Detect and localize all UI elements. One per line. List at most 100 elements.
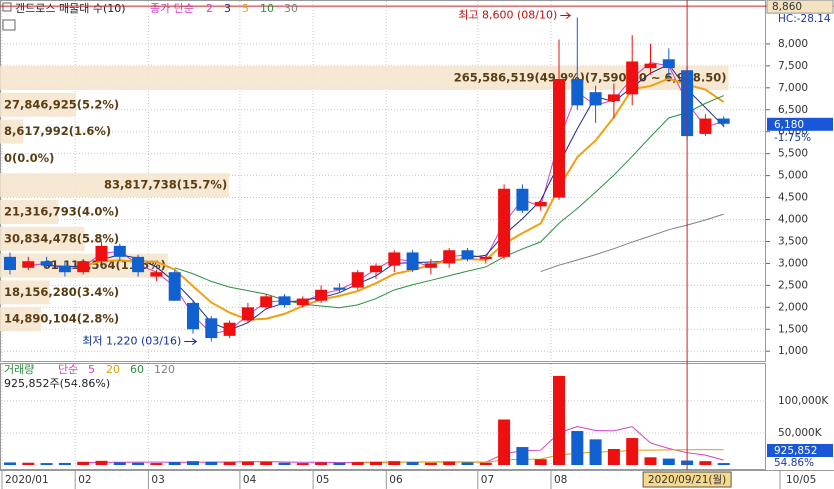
volume-bar (516, 447, 529, 465)
volume-ma-period: 120 (154, 363, 175, 376)
y-tick-label: 1,000 (778, 345, 808, 357)
candle-body (40, 261, 53, 266)
volume-bar (406, 462, 419, 465)
grid-icon[interactable] (2, 19, 16, 31)
candle-body (22, 261, 35, 268)
candle-body (223, 322, 236, 336)
candle-body (626, 61, 639, 95)
volume-bar (223, 462, 236, 465)
profile-band (0, 200, 59, 224)
x-tick-label: 07 (481, 474, 494, 486)
y-tick-label: 3,500 (778, 235, 808, 247)
candle-body (553, 79, 565, 198)
y-tick-label: 100,000K (778, 395, 829, 407)
volume-bar (22, 462, 35, 465)
label-box (767, 444, 833, 457)
profile-band (0, 280, 50, 305)
candle-body (443, 250, 456, 264)
volume-bar (534, 459, 547, 465)
volume-bar (132, 462, 145, 465)
volume-info: 925,852주(54.86%) (4, 377, 110, 390)
volume-bar (351, 462, 364, 465)
profile-band (0, 119, 24, 144)
profile-band (0, 66, 729, 90)
x-tick-label: 06 (389, 474, 403, 486)
profile-label: 14,890,104(2.8%) (4, 312, 119, 326)
volume-ma-label: 단순 (58, 363, 78, 376)
y-tick-label: 1,500 (778, 323, 808, 335)
high-label: 8,860 (772, 1, 802, 13)
volume-ma-period: 60 (130, 363, 144, 376)
candle-body (351, 272, 364, 288)
ma-line (540, 213, 724, 273)
candle-body (424, 263, 437, 268)
profile-label: 265,586,519(49.9%)(7,590.00 ~ 6,978.50) (454, 71, 727, 85)
label-box (767, 117, 833, 131)
cursor-label: 2020/09/21(월) (648, 474, 726, 486)
candle-body (113, 245, 126, 257)
candle-body (278, 296, 291, 306)
candle-body (699, 118, 712, 134)
candle-body (77, 261, 90, 273)
candle-body (662, 59, 675, 69)
profile-band (0, 226, 85, 251)
candle-body (717, 118, 730, 124)
volume-bar (58, 462, 71, 465)
x-tick-label: 10/05 (786, 474, 816, 486)
volume-ma-period: 5 (88, 363, 95, 376)
candle-body (150, 272, 163, 277)
candle-body (571, 79, 584, 106)
annotation: 최고 8,600 (08/10) (458, 9, 557, 22)
ma-line (357, 449, 724, 463)
x-tick-label: 03 (151, 474, 164, 486)
profile-label: 27,846,925(5.2%) (4, 97, 119, 111)
volume-bar (607, 448, 620, 465)
profile-label: 18,156,280(3.4%) (4, 285, 119, 299)
candle-body (315, 289, 328, 301)
candle-body (58, 265, 71, 273)
candle-body (333, 287, 346, 290)
volume-bar (553, 375, 565, 465)
candle-body (406, 252, 419, 270)
candle-body (644, 63, 657, 69)
volume-bar (77, 461, 90, 465)
x-tick-label: 2020/01 (5, 474, 49, 486)
y-tick-label: 5,000 (778, 170, 808, 182)
volume-bar (296, 463, 309, 465)
annotation: 최저 1,220 (03/16) (82, 335, 181, 348)
candle-body (498, 188, 511, 257)
hc-label: HC:-28.14 (778, 13, 831, 25)
y-tick-label: 2,500 (778, 279, 808, 291)
candle-body (607, 94, 620, 101)
volume-bar (644, 457, 657, 465)
profile-label: 21,316,793(4.0%) (4, 205, 119, 219)
candle-body (4, 256, 16, 270)
profile-band (0, 307, 41, 332)
volume-bar (388, 461, 401, 465)
candle-body (388, 252, 401, 266)
ma-line (82, 77, 725, 321)
candle-body (260, 296, 273, 308)
candle-body (461, 250, 474, 260)
volume-bar (205, 461, 218, 465)
candle-body (132, 256, 145, 273)
label-box (766, 0, 834, 14)
volume-bar (315, 462, 328, 465)
volume-bar (4, 462, 16, 465)
icon[interactable] (2, 2, 12, 12)
candle-body (241, 307, 254, 321)
volume-bar (40, 463, 53, 465)
annotation-arrow (184, 338, 198, 345)
volume-legend-label: 거래량 (4, 363, 34, 376)
profile-label: 8,617,992(1.6%) (4, 124, 111, 138)
x-tick-label: 05 (316, 474, 329, 486)
profile-label: 0(0.0%) (4, 151, 54, 165)
y-tick-label: 2,000 (778, 301, 808, 313)
x-tick-label: 02 (78, 474, 91, 486)
volume-bar (187, 461, 199, 465)
profile-label: 30,834,478(5.8%) (4, 231, 119, 245)
volume-bar (424, 462, 437, 465)
volume-panel (0, 363, 766, 470)
last-change-label: -1.75% (774, 132, 811, 144)
volume-ma-period: 20 (106, 363, 120, 376)
